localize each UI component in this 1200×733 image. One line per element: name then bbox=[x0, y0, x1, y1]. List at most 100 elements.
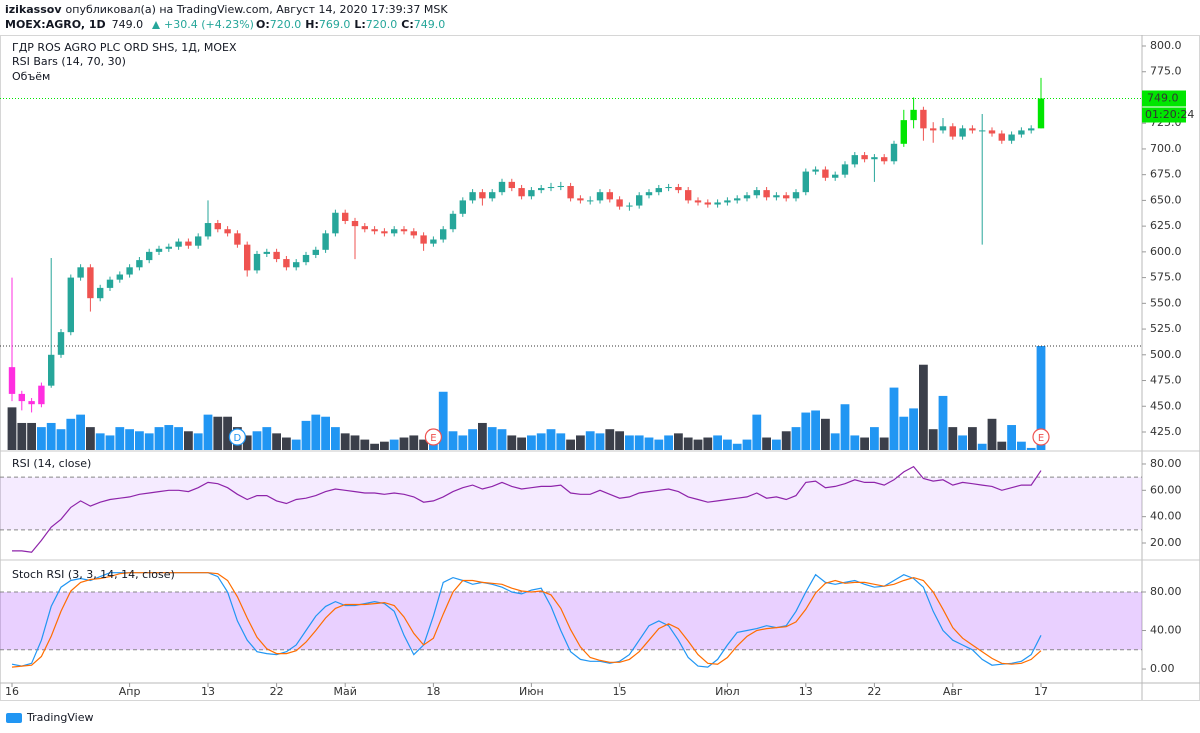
candle-body bbox=[87, 267, 94, 299]
volume-bar bbox=[585, 431, 595, 450]
candle-body bbox=[508, 181, 515, 189]
volume-bar bbox=[625, 435, 634, 450]
candle-body bbox=[694, 200, 702, 203]
candle-body bbox=[822, 169, 829, 178]
price: 749.0 bbox=[112, 18, 144, 31]
volume-bar bbox=[615, 431, 624, 450]
ohlc-value: 720.0 bbox=[270, 18, 302, 31]
candle-body bbox=[547, 187, 555, 189]
candle-body bbox=[665, 187, 672, 189]
y-tick-label: 450.0 bbox=[1150, 399, 1182, 412]
candle-body bbox=[283, 259, 290, 268]
candle-body bbox=[400, 229, 408, 232]
candle-body bbox=[734, 198, 741, 201]
volume-bar bbox=[968, 427, 977, 450]
ohlc-value: 769.0 bbox=[319, 18, 351, 31]
volume-bar bbox=[487, 427, 497, 450]
candle-body bbox=[234, 233, 241, 245]
volume-bar bbox=[66, 418, 76, 450]
header-line-2: MOEX:AGRO, 1D 749.0 bbox=[5, 18, 143, 31]
volume-bar bbox=[115, 427, 125, 450]
volume-bar bbox=[17, 422, 27, 450]
volume-bar bbox=[948, 427, 958, 450]
ohlc-key: O: bbox=[256, 18, 270, 31]
rsi-legend: RSI (14, close) bbox=[12, 457, 91, 470]
candle-body bbox=[449, 213, 457, 230]
candle-body bbox=[900, 120, 907, 144]
volume-bar bbox=[380, 441, 389, 450]
candle-body bbox=[18, 393, 25, 402]
y-tick-label: 0.00 bbox=[1150, 662, 1175, 675]
candle-body bbox=[332, 212, 339, 234]
y-tick-label: 20.00 bbox=[1150, 536, 1182, 549]
header-line-1: izikassov опубликовал(а) на TradingView.c… bbox=[5, 3, 448, 16]
candle-body bbox=[312, 249, 319, 255]
volume-bar bbox=[821, 418, 830, 450]
y-tick-label: 80.00 bbox=[1150, 585, 1182, 598]
candle-body bbox=[175, 241, 182, 247]
candle-body bbox=[998, 133, 1005, 141]
candle-body bbox=[851, 155, 858, 165]
candle-body bbox=[890, 143, 898, 162]
volume-bar bbox=[899, 416, 909, 450]
y-tick-label: 40.00 bbox=[1150, 510, 1182, 523]
candle-body bbox=[214, 223, 221, 230]
volume-bar bbox=[850, 435, 860, 450]
candle-body bbox=[606, 192, 613, 200]
y-tick-label: 425.0 bbox=[1150, 425, 1182, 438]
candle-body bbox=[939, 126, 947, 131]
candle-body bbox=[979, 130, 986, 132]
x-tick-label: Июл bbox=[715, 685, 740, 698]
candle-body bbox=[293, 262, 300, 268]
candle-body bbox=[1028, 128, 1035, 131]
volume-bar bbox=[860, 437, 869, 450]
y-tick-label: 800.0 bbox=[1150, 39, 1182, 52]
published: опубликовал(а) на TradingView.com, Авгус… bbox=[66, 3, 449, 16]
volume-bar bbox=[830, 433, 840, 450]
candle-body bbox=[636, 195, 643, 206]
volume-bar bbox=[762, 437, 771, 450]
candle-body bbox=[743, 195, 751, 199]
candle-body bbox=[57, 332, 65, 355]
volume-bar bbox=[203, 414, 213, 450]
volume-bar bbox=[889, 387, 899, 450]
candle-body bbox=[479, 192, 486, 199]
volume-bar bbox=[997, 441, 1007, 450]
indicator-line bbox=[11, 572, 1042, 668]
candle-body bbox=[165, 246, 172, 249]
volume-bar bbox=[1017, 441, 1026, 450]
volume-bar bbox=[331, 427, 340, 450]
volume-bar bbox=[213, 416, 223, 450]
event-label: E bbox=[1038, 433, 1044, 444]
candle-body bbox=[988, 130, 996, 134]
volume-bar bbox=[399, 437, 409, 450]
volume-bar bbox=[95, 433, 105, 450]
candle-body bbox=[97, 287, 104, 299]
candle-body bbox=[1018, 130, 1025, 135]
event-marker bbox=[1032, 428, 1050, 446]
y-tick-label: 650.0 bbox=[1150, 193, 1182, 206]
candle-body bbox=[498, 181, 506, 193]
volume-bar bbox=[468, 429, 477, 450]
candle-body bbox=[910, 109, 917, 121]
change: +30.4 (+4.23%) bbox=[164, 18, 254, 31]
y-tick-label: 700.0 bbox=[1150, 142, 1182, 155]
candle-body bbox=[469, 192, 476, 201]
candle-body bbox=[518, 188, 525, 197]
candle-body bbox=[920, 109, 927, 129]
x-tick-label: 13 bbox=[799, 685, 813, 698]
volume-bar bbox=[291, 439, 301, 450]
volume-bar bbox=[595, 433, 605, 450]
x-tick-label: 22 bbox=[867, 685, 881, 698]
volume-bar bbox=[321, 416, 330, 450]
y-tick-label: 575.0 bbox=[1150, 271, 1182, 284]
volume-bar bbox=[938, 395, 948, 450]
x-tick-label: Июн bbox=[519, 685, 544, 698]
author: izikassov bbox=[5, 3, 62, 16]
candle-body bbox=[587, 200, 594, 202]
volume-bar bbox=[1026, 447, 1036, 450]
y-tick-label: 40.00 bbox=[1150, 624, 1182, 637]
volume-bar bbox=[772, 439, 781, 450]
